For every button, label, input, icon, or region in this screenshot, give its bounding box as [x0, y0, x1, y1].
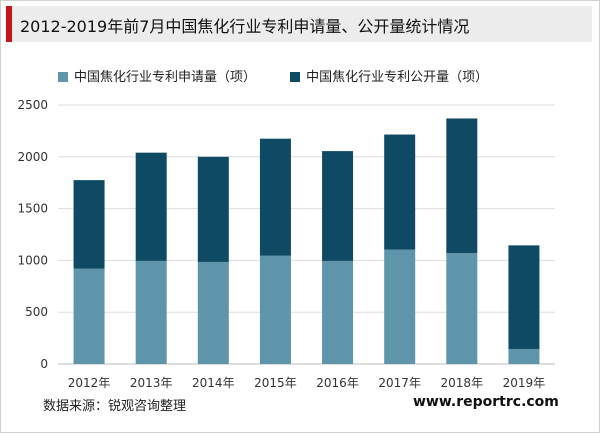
bar-publications	[73, 180, 105, 269]
x-tick-label: 2013年	[130, 376, 173, 390]
bar-applications	[197, 261, 229, 364]
legend-label-publications: 中国焦化行业专利公开量（项）	[306, 70, 489, 85]
bar-publications	[135, 152, 167, 261]
title-bar: 2012-2019年前7月中国焦化行业专利申请量、公开量统计情况	[6, 6, 592, 42]
bar-publications	[322, 151, 354, 261]
legend: 中国焦化行业专利申请量（项） 中国焦化行业专利公开量（项）	[58, 66, 518, 85]
y-tick-label: 1500	[17, 202, 48, 216]
bar-applications	[508, 348, 540, 364]
bar-applications	[446, 253, 478, 364]
bar-applications	[135, 260, 167, 364]
website-url: www.reportrc.com	[413, 394, 559, 410]
x-tick-label: 2012年	[68, 376, 111, 390]
bar-applications	[73, 268, 105, 364]
legend-swatch-publications	[290, 72, 301, 82]
legend-item-applications: 中国焦化行业专利申请量（项）	[58, 66, 256, 85]
bar-publications	[508, 245, 540, 349]
legend-label-applications: 中国焦化行业专利申请量（项）	[74, 70, 257, 85]
x-tick-label: 2015年	[254, 376, 297, 390]
bar-publications	[197, 156, 229, 262]
y-tick-label: 0	[40, 357, 48, 371]
title-accent-bar	[6, 6, 12, 42]
y-tick-label: 2000	[17, 150, 48, 164]
y-tick-label: 2500	[17, 98, 48, 112]
bar-applications	[322, 260, 354, 364]
bar-applications	[384, 249, 416, 364]
x-tick-label: 2018年	[441, 376, 484, 390]
bar-publications	[259, 138, 291, 256]
x-tick-label: 2014年	[192, 376, 235, 390]
x-tick-label: 2016年	[316, 376, 359, 390]
legend-item-publications: 中国焦化行业专利公开量（项）	[290, 66, 488, 85]
data-source: 数据来源：锐观咨询整理	[43, 399, 187, 414]
y-tick-label: 500	[25, 305, 48, 319]
legend-swatch-applications	[58, 72, 68, 82]
bar-publications	[384, 134, 416, 250]
chart-title: 2012-2019年前7月中国焦化行业专利申请量、公开量统计情况	[20, 17, 470, 36]
x-tick-label: 2017年	[378, 376, 421, 390]
y-tick-label: 1000	[17, 253, 48, 267]
bar-applications	[259, 255, 291, 364]
bar-publications	[446, 118, 478, 254]
x-tick-label: 2019年	[503, 376, 546, 390]
